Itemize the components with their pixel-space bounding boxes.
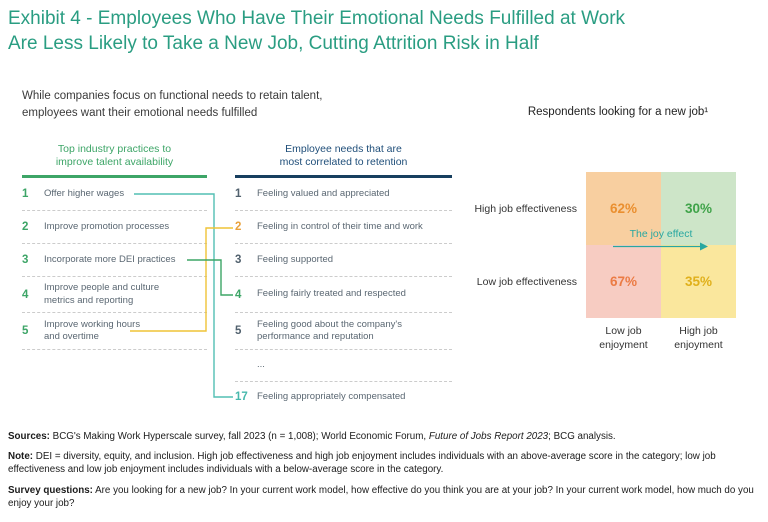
practice-label: Improve promotion processes <box>44 220 170 232</box>
need-item: 2 Feeling in control of their time and w… <box>235 211 452 244</box>
note-label: Note: <box>8 451 34 463</box>
survey-text: Are you looking for a new job? In your c… <box>8 484 754 509</box>
practice-number: 4 <box>22 288 29 301</box>
need-number: 2 <box>235 221 242 233</box>
need-label: ... <box>257 359 265 371</box>
need-item: 1 Feeling valued and appreciated <box>235 178 452 211</box>
sources-italic-title: Future of Jobs Report 2023 <box>428 431 549 442</box>
need-item: 3 Feeling supported <box>235 244 452 277</box>
sources-text-end: ; BCG analysis. <box>548 431 616 442</box>
practice-item: 5 Improve working hours and overtime <box>22 313 207 350</box>
practice-label: Improve working hours and overtime <box>44 318 141 342</box>
need-number: 17 <box>235 391 248 403</box>
sources-note: Sources: BCG's Making Work Hyperscale su… <box>8 430 762 443</box>
need-number: 4 <box>235 288 242 301</box>
joy-matrix: High job effectiveness 62% 30% Low job e… <box>470 172 766 352</box>
practice-label: Incorporate more DEI practices <box>44 253 176 265</box>
practice-item: 2 Improve promotion processes <box>22 211 207 244</box>
need-label: Feeling appropriately compensated <box>257 390 406 402</box>
survey-label: Survey questions: <box>8 484 93 496</box>
need-label: Feeling supported <box>257 253 334 265</box>
practice-number: 5 <box>22 325 29 337</box>
matrix-column-labels: Low job enjoyment High job enjoyment <box>586 325 766 352</box>
needs-column: Employee needs that are most correlated … <box>235 140 452 412</box>
row-label: High job effectiveness <box>474 202 577 215</box>
need-number: 5 <box>235 325 242 337</box>
needs-header: Employee needs that are most correlated … <box>235 140 452 178</box>
matrix-cell-high-eff-low-joy: 62% <box>586 172 661 245</box>
practices-header: Top industry practices to improve talent… <box>22 140 207 178</box>
footnotes: Sources: BCG's Making Work Hyperscale su… <box>8 430 762 517</box>
practice-item: 1 Offer higher wages <box>22 178 207 211</box>
joy-effect-arrow-icon <box>613 242 708 251</box>
sources-text: BCG's Making Work Hyperscale survey, fal… <box>49 431 429 442</box>
need-item: 5 Feeling good about the company's perfo… <box>235 313 452 350</box>
left-subtitle: While companies focus on functional need… <box>22 90 323 120</box>
need-label: Feeling valued and appreciated <box>257 187 390 199</box>
ranked-lists-panel: Top industry practices to improve talent… <box>22 140 452 425</box>
survey-questions-note: Survey questions: Are you looking for a … <box>8 484 762 510</box>
need-label: Feeling fairly treated and respected <box>257 288 406 300</box>
note-text: DEI = diversity, equity, and inclusion. … <box>8 451 716 476</box>
need-item-ellipsis: ... <box>235 350 452 382</box>
joy-effect-label: The joy effect <box>629 228 693 240</box>
joy-effect-annotation: The joy effect <box>586 228 736 251</box>
matrix-row-low-effectiveness: Low job effectiveness 67% 35% <box>470 245 766 318</box>
matrix-panel-title: Respondents looking for a new job¹ <box>527 106 709 118</box>
matrix-cell-low-eff-high-joy: 35% <box>661 245 736 318</box>
row-label: Low job effectiveness <box>476 275 577 288</box>
practices-column: Top industry practices to improve talent… <box>22 140 207 350</box>
need-number: 1 <box>235 188 242 200</box>
practice-number: 1 <box>22 188 29 200</box>
need-item: 4 Feeling fairly treated and respected <box>235 277 452 313</box>
sources-label: Sources: <box>8 431 50 442</box>
exhibit-title: Exhibit 4 - Employees Who Have Their Emo… <box>8 8 626 55</box>
need-label: Feeling in control of their time and wor… <box>257 220 423 232</box>
practice-item: 4 Improve people and culture metrics and… <box>22 277 207 313</box>
practice-number: 3 <box>22 254 29 266</box>
practice-item: 3 Incorporate more DEI practices <box>22 244 207 277</box>
practice-number: 2 <box>22 221 29 233</box>
need-label: Feeling good about the company's perform… <box>257 318 402 342</box>
matrix-cell-high-eff-high-joy: 30% <box>661 172 736 245</box>
col-label: Low job enjoyment <box>599 325 648 351</box>
matrix-cell-low-eff-low-joy: 67% <box>586 245 661 318</box>
need-item: 17 Feeling appropriately compensated <box>235 382 452 412</box>
matrix-row-high-effectiveness: High job effectiveness 62% 30% <box>470 172 766 245</box>
col-label: High job enjoyment <box>674 325 723 351</box>
practice-label: Improve people and culture metrics and r… <box>44 282 160 306</box>
definition-note: Note: DEI = diversity, equity, and inclu… <box>8 450 762 476</box>
need-number: 3 <box>235 254 242 266</box>
practice-label: Offer higher wages <box>44 187 125 199</box>
